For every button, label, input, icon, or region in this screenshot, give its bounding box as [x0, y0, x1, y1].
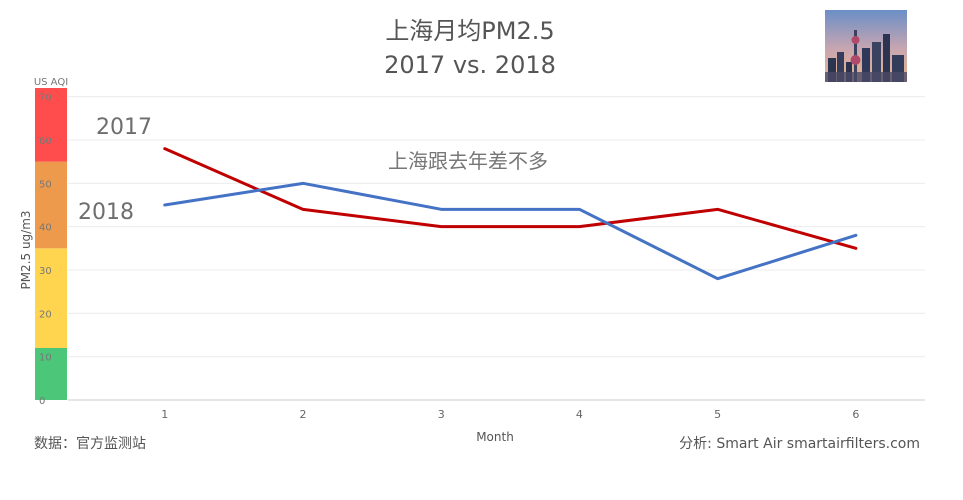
aqi-tick-label: 40 — [39, 223, 52, 234]
series-line-2018 — [163, 181, 858, 281]
x-tick-label: 2 — [299, 408, 306, 421]
x-tick-label: 5 — [714, 408, 721, 421]
aqi-band-0 — [35, 348, 67, 400]
series-lines — [163, 147, 858, 281]
aqi-band-2 — [35, 161, 67, 249]
series-label-2018: 2018 — [78, 200, 134, 225]
aqi-tick-label: 10 — [39, 353, 52, 364]
x-tick-label: 6 — [852, 408, 859, 421]
aqi-tick-label: 60 — [39, 136, 52, 147]
x-tick-label: 4 — [576, 408, 583, 421]
x-tick-label: 1 — [161, 408, 168, 421]
aqi-tick-label: 70 — [39, 93, 52, 104]
shanghai-skyline-image — [825, 10, 907, 82]
y-axis-label: PM2.5 ug/m3 — [19, 210, 33, 289]
series-label-2017: 2017 — [96, 115, 152, 140]
aqi-tick-labels: 0 10 20 30 40 50 60 70 — [39, 93, 52, 407]
chart-title: 上海月均PM2.5 — [385, 17, 554, 45]
x-tick-label: 3 — [438, 408, 445, 421]
x-tick-labels: 1 2 3 4 5 6 — [161, 408, 859, 421]
aqi-tick-label: 0 — [39, 396, 45, 407]
chart-subtitle: 2017 vs. 2018 — [384, 51, 556, 79]
aqi-scale-bar — [35, 88, 67, 400]
aqi-band-1 — [35, 248, 67, 348]
aqi-tick-label: 20 — [39, 309, 52, 320]
aqi-scale-label: US AQI — [34, 77, 68, 88]
source-text: 数据：官方监测站 — [34, 436, 146, 452]
credit-text: 分析: Smart Air smartairfilters.com — [679, 436, 920, 452]
annotation-text: 上海跟去年差不多 — [388, 149, 548, 173]
aqi-band-3 — [35, 88, 67, 162]
grid — [68, 96, 925, 358]
aqi-tick-label: 50 — [39, 179, 52, 190]
x-axis-label: Month — [476, 430, 514, 444]
series-line-2017 — [163, 147, 858, 250]
aqi-tick-label: 30 — [39, 266, 52, 277]
